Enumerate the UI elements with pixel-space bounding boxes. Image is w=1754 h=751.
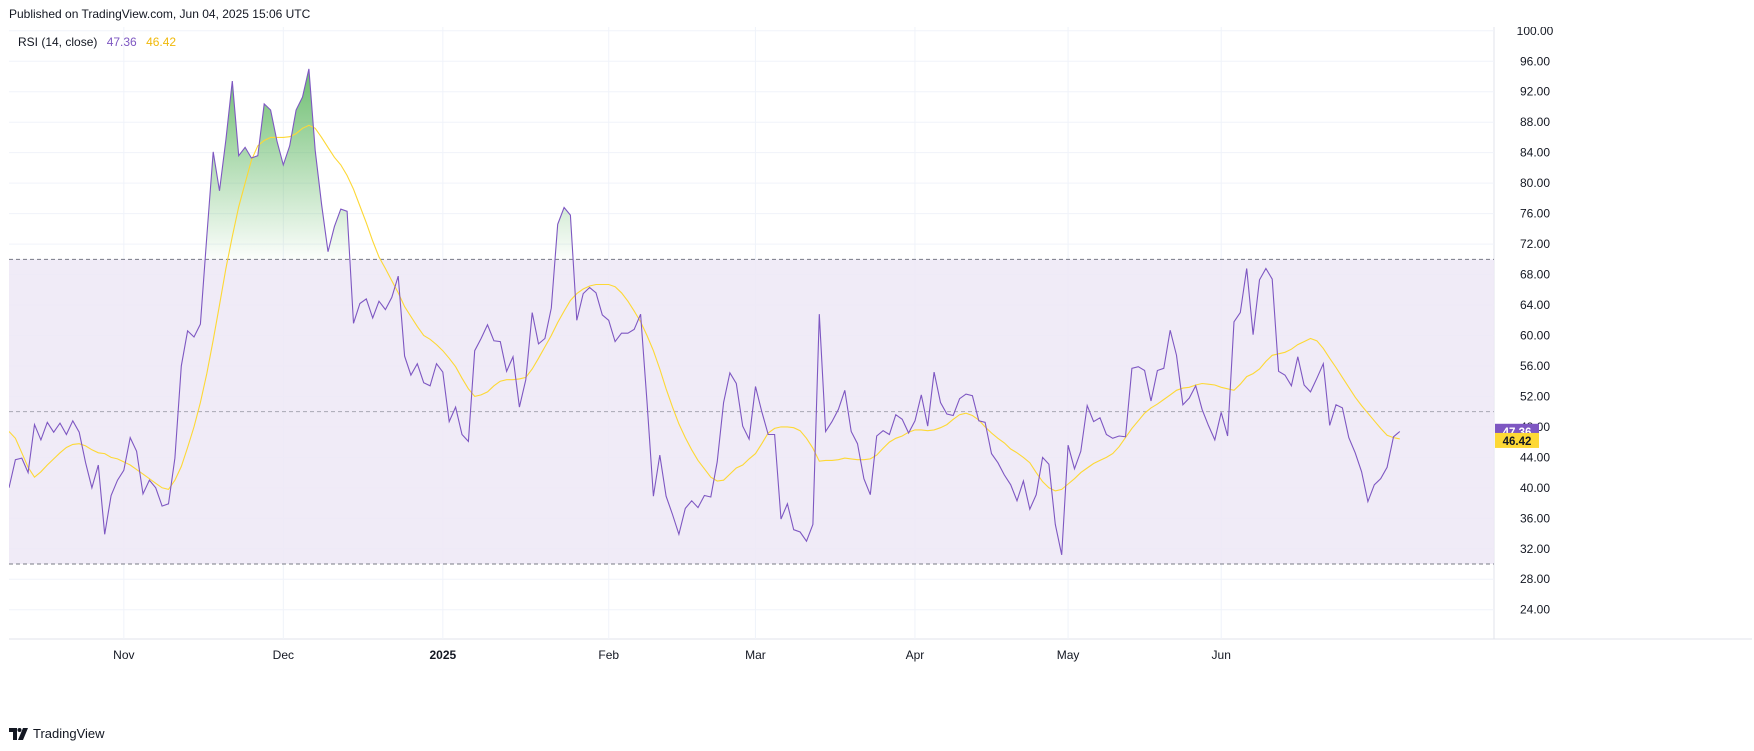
overbought-area [205,68,350,260]
indicator-legend[interactable]: RSI (14, close) 47.36 46.42 [18,35,176,49]
y-tick-label: 28.00 [1520,572,1550,586]
y-tick-label: 24.00 [1520,603,1550,617]
y-tick-label: 92.00 [1520,85,1550,99]
ma-legend-value: 46.42 [146,35,177,49]
x-axis-layer: Nov Dec 2025 Feb Mar Apr May Jun [113,648,1231,662]
y-tick-label: 84.00 [1520,146,1550,160]
x-tick-label: Mar [745,648,766,662]
y-tick-label: 40.00 [1520,481,1550,495]
tradingview-footer[interactable]: TradingView [9,726,105,741]
x-tick-label: Dec [273,648,294,662]
x-tick-label: Nov [113,648,134,662]
y-tick-label: 56.00 [1520,359,1550,373]
rsi-line-layer [9,68,1401,556]
y-tick-label: 72.00 [1520,237,1550,251]
y-tick-label: 96.00 [1520,54,1550,68]
y-axis-layer: 100.00 96.00 92.00 88.00 84.00 80.00 76.00 72.0… [1517,27,1554,617]
indicator-name[interactable]: RSI (14, close) [18,35,98,49]
tradingview-brand-label: TradingView [33,726,105,741]
y-tick-label: 68.00 [1520,268,1550,282]
tradingview-logo-icon [9,727,28,740]
y-tick-label: 76.00 [1520,207,1550,221]
x-tick-label: 2025 [429,648,456,662]
y-tick-label: 36.00 [1520,511,1550,525]
y-tick-label: 80.00 [1520,176,1550,190]
ma-last-value-badge [1495,432,1539,448]
overbought-fill-layer [205,68,574,260]
y-tick-label: 32.00 [1520,542,1550,556]
y-tick-label: 64.00 [1520,298,1550,312]
y-tick-label: 52.00 [1520,389,1550,403]
y-tick-label: 88.00 [1520,115,1550,129]
y-tick-label: 60.00 [1520,328,1550,342]
y-tick-label: 44.00 [1520,450,1550,464]
ma-line-layer [9,124,1400,492]
ma-series-line [9,124,1400,492]
rsi-band-layer [9,258,1494,565]
rsi-chart[interactable]: 100.00 96.00 92.00 88.00 84.00 80.00 76.00 72.0… [9,27,1752,716]
ma-last-value-label: 46.42 [1503,436,1532,448]
chart-frame[interactable]: 100.00 96.00 92.00 88.00 84.00 80.00 76.00 72.0… [9,27,1752,716]
x-tick-label: Apr [906,648,925,662]
x-tick-label: Jun [1212,648,1231,662]
rsi-legend-value: 47.36 [106,35,137,49]
y-tick-label: 100.00 [1517,27,1554,38]
rsi-series-line [9,68,1401,556]
published-note: Published on TradingView.com, Jun 04, 20… [9,7,311,21]
x-tick-label: May [1057,648,1080,662]
x-tick-label: Feb [598,648,619,662]
